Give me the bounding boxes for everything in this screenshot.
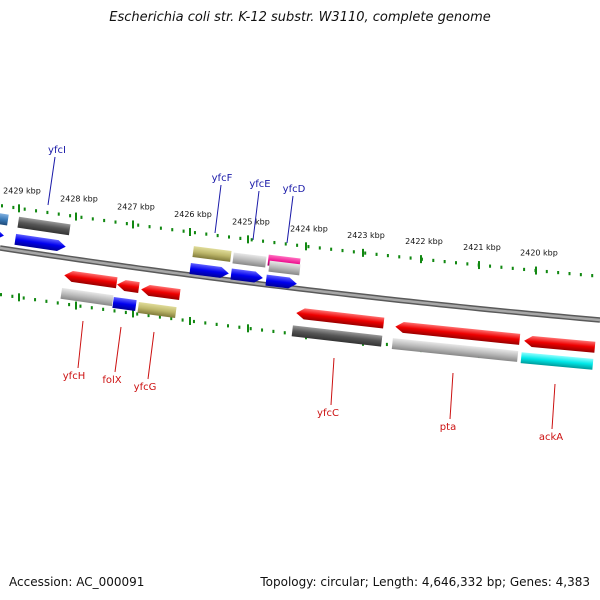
gene-label-lower: yfcG <box>134 382 157 393</box>
tick-label: 2424 kbp <box>290 224 328 233</box>
page-title: Escherichia coli str. K-12 substr. W3110… <box>109 10 491 25</box>
leader-line-lower <box>449 372 454 420</box>
gene-yfcG-arrow-arrow <box>141 285 181 301</box>
gene-pta-arrow[interactable] <box>395 321 521 345</box>
gene-label-lower: yfcH <box>63 371 85 382</box>
gene-yfcC-arrow-arrow <box>296 308 385 329</box>
gene-label-lower: folX <box>102 375 121 386</box>
gene-upper-edge-2-arrow <box>0 228 4 240</box>
tick-label: 2420 kbp <box>520 249 558 258</box>
gene-yfcE-rect[interactable] <box>232 252 267 268</box>
gene-label-lower: ackA <box>539 432 563 443</box>
gene-upper-edge-2[interactable] <box>0 228 5 241</box>
gene-yfcH-rect-arrow <box>60 287 114 307</box>
gene-yfcI-rect-arrow <box>17 216 71 236</box>
gene-yfcE-arrow[interactable] <box>230 268 263 284</box>
gene-yfcF-arrow[interactable] <box>189 263 229 279</box>
tick-label: 2429 kbp <box>3 186 41 195</box>
gene-yfcF-arrow-arrow <box>189 263 229 278</box>
gene-yfcH-arrow-arrow <box>64 270 118 289</box>
gene-label-upper: yfcD <box>283 184 306 195</box>
gene-pta-rect-arrow <box>391 338 519 362</box>
gene-yfcC-arrow[interactable] <box>296 307 385 329</box>
topology-label: Topology: circular; Length: 4,646,332 bp… <box>260 575 590 589</box>
leader-line-upper <box>47 156 56 206</box>
gene-pta-rect[interactable] <box>391 338 519 362</box>
leader-line-upper <box>214 184 222 234</box>
gene-label-upper: yfcI <box>48 145 66 156</box>
gene-label-upper: yfcE <box>249 179 270 190</box>
gene-yfcI-arrow-arrow <box>14 233 66 252</box>
gene-yfcF-rect-arrow <box>192 246 232 262</box>
gene-yfcC-rect[interactable] <box>291 325 383 347</box>
gene-yfcG-rect-arrow <box>137 301 177 319</box>
tick-label: 2428 kbp <box>60 195 98 204</box>
gene-yfcE-rect-arrow <box>232 252 267 268</box>
gene-yfcD-rect-2[interactable] <box>268 260 301 276</box>
tick-label: 2425 kbp <box>232 217 270 226</box>
gene-yfcI-arrow[interactable] <box>14 233 66 252</box>
tick-label: 2427 kbp <box>117 202 155 211</box>
gene-yfcG-rect[interactable] <box>137 301 177 319</box>
tick-label: 2426 kbp <box>174 210 212 219</box>
gene-ackA-rect-arrow <box>520 352 594 370</box>
gene-folX-arrow-arrow <box>117 280 140 293</box>
tick-label: 2422 kbp <box>405 237 443 246</box>
backbone-highlight <box>0 246 600 322</box>
gene-label-lower: yfcC <box>317 408 339 419</box>
gene-upper-edge-1-arrow <box>0 212 9 226</box>
gene-yfcF-rect[interactable] <box>192 246 232 262</box>
gene-yfcG-arrow[interactable] <box>140 284 181 301</box>
gene-folX-rect[interactable] <box>112 296 137 312</box>
gene-yfcD-arrow[interactable] <box>265 274 297 290</box>
gene-pta-arrow-arrow <box>395 321 521 345</box>
gene-yfcI-rect[interactable] <box>17 216 71 236</box>
gene-upper-edge-1[interactable] <box>0 212 9 226</box>
gene-ackA-arrow-arrow <box>524 336 596 353</box>
gene-yfcD-rect-2-arrow <box>268 260 301 276</box>
leader-line-upper <box>252 190 260 241</box>
tick-label: 2421 kbp <box>463 243 501 252</box>
gene-label-upper: yfcF <box>212 173 233 184</box>
gene-yfcE-arrow-arrow <box>230 268 263 283</box>
tick-label: 2423 kbp <box>347 231 385 240</box>
gene-label-lower: pta <box>440 422 456 433</box>
leader-line-lower <box>330 357 335 406</box>
gene-yfcH-arrow[interactable] <box>63 270 118 289</box>
gene-folX-arrow[interactable] <box>116 279 140 293</box>
gene-folX-rect-arrow <box>112 296 137 312</box>
leader-line-lower <box>147 331 155 380</box>
leader-line-upper <box>286 195 294 244</box>
leader-line-lower <box>551 383 556 430</box>
gene-yfcC-rect-arrow <box>291 325 383 347</box>
gene-yfcH-rect[interactable] <box>60 287 114 307</box>
gene-ackA-rect[interactable] <box>520 352 594 370</box>
leader-line-lower <box>77 320 84 369</box>
leader-line-lower <box>114 326 122 373</box>
accession-label: Accession: AC_000091 <box>9 575 145 589</box>
gene-yfcD-arrow-arrow <box>265 274 297 289</box>
gene-ackA-arrow[interactable] <box>524 335 596 353</box>
